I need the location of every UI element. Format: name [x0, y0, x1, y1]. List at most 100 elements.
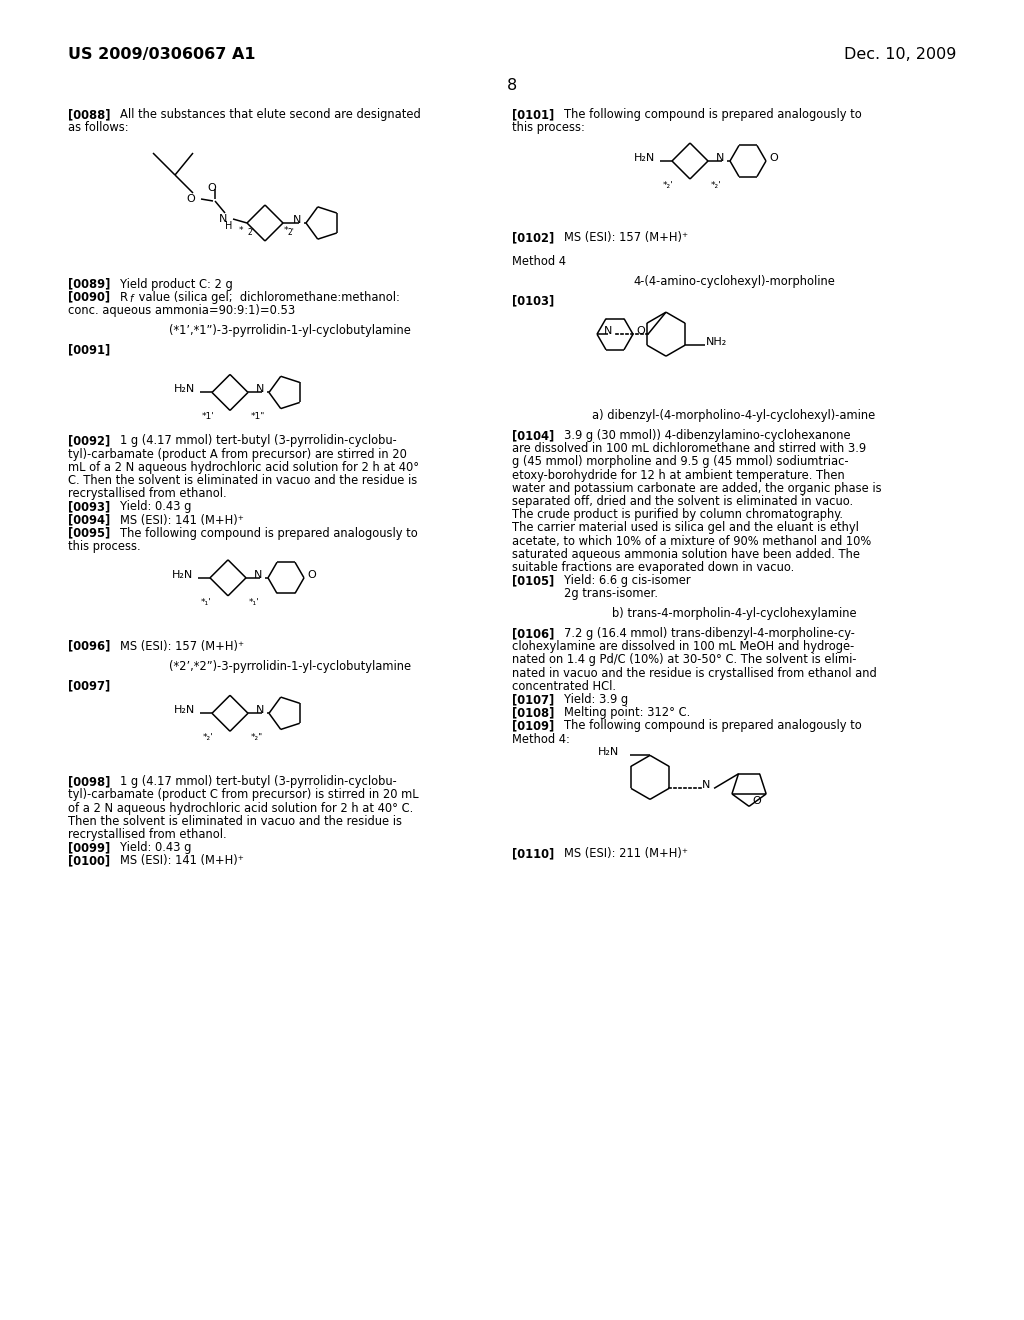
Text: b) trans-4-morpholin-4-yl-cyclohexylamine: b) trans-4-morpholin-4-yl-cyclohexylamin… [611, 607, 856, 620]
Text: Yield product C: 2 g: Yield product C: 2 g [120, 277, 232, 290]
Text: [0096]: [0096] [68, 640, 111, 653]
Text: N: N [701, 780, 711, 791]
Text: Method 4: Method 4 [512, 255, 566, 268]
Text: R: R [120, 290, 128, 304]
Text: saturated aqueous ammonia solution have been added. The: saturated aqueous ammonia solution have … [512, 548, 860, 561]
Text: this process.: this process. [68, 540, 140, 553]
Text: [0093]: [0093] [68, 500, 111, 513]
Text: water and potassium carbonate are added, the organic phase is: water and potassium carbonate are added,… [512, 482, 882, 495]
Text: [0110]: [0110] [512, 847, 554, 861]
Text: [0104]: [0104] [512, 429, 554, 442]
Text: NH₂: NH₂ [707, 337, 727, 347]
Text: The following compound is prepared analogously to: The following compound is prepared analo… [564, 719, 862, 733]
Text: [0094]: [0094] [68, 513, 111, 527]
Text: are dissolved in 100 mL dichloromethane and stirred with 3.9: are dissolved in 100 mL dichloromethane … [512, 442, 866, 455]
Text: *₁': *₁' [201, 598, 211, 607]
Text: The crude product is purified by column chromatography.: The crude product is purified by column … [512, 508, 843, 521]
Text: nated in vacuo and the residue is crystallised from ethanol and: nated in vacuo and the residue is crysta… [512, 667, 877, 680]
Text: 1 g (4.17 mmol) tert-butyl (3-pyrrolidin-cyclobu-: 1 g (4.17 mmol) tert-butyl (3-pyrrolidin… [120, 775, 396, 788]
Text: O: O [307, 570, 315, 579]
Text: Yield: 3.9 g: Yield: 3.9 g [564, 693, 628, 706]
Text: MS (ESI): 157 (M+H)⁺: MS (ESI): 157 (M+H)⁺ [120, 640, 244, 653]
Text: [0108]: [0108] [512, 706, 554, 719]
Text: mL of a 2 N aqueous hydrochloric acid solution for 2 h at 40°: mL of a 2 N aqueous hydrochloric acid so… [68, 461, 419, 474]
Text: MS (ESI): 211 (M+H)⁺: MS (ESI): 211 (M+H)⁺ [564, 847, 688, 861]
Text: MS (ESI): 157 (M+H)⁺: MS (ESI): 157 (M+H)⁺ [564, 231, 688, 244]
Text: Then the solvent is eliminated in vacuo and the residue is: Then the solvent is eliminated in vacuo … [68, 814, 402, 828]
Text: *1': *1' [202, 412, 214, 421]
Text: Dec. 10, 2009: Dec. 10, 2009 [844, 48, 956, 62]
Text: g (45 mmol) morpholine and 9.5 g (45 mmol) sodiumtriac-: g (45 mmol) morpholine and 9.5 g (45 mmo… [512, 455, 849, 469]
Text: All the substances that elute second are designated: All the substances that elute second are… [120, 108, 421, 121]
Text: of a 2 N aqueous hydrochloric acid solution for 2 h at 40° C.: of a 2 N aqueous hydrochloric acid solut… [68, 801, 414, 814]
Text: 2': 2' [248, 228, 255, 238]
Text: 4-(4-amino-cyclohexyl)-morpholine: 4-(4-amino-cyclohexyl)-morpholine [633, 275, 835, 288]
Text: [0095]: [0095] [68, 527, 111, 540]
Text: Yield: 0.43 g: Yield: 0.43 g [120, 841, 191, 854]
Text: N: N [219, 214, 227, 224]
Text: 7.2 g (16.4 mmol) trans-dibenzyl-4-morpholine-cy-: 7.2 g (16.4 mmol) trans-dibenzyl-4-morph… [564, 627, 855, 640]
Text: H: H [225, 220, 232, 231]
Text: *₂": *₂" [251, 734, 263, 742]
Text: [0109]: [0109] [512, 719, 554, 733]
Text: (*2’,*2”)-3-pyrrolidin-1-yl-cyclobutylamine: (*2’,*2”)-3-pyrrolidin-1-yl-cyclobutylam… [169, 660, 411, 673]
Text: Method 4:: Method 4: [512, 733, 570, 746]
Text: H₂N: H₂N [598, 747, 620, 758]
Text: 2g trans-isomer.: 2g trans-isomer. [564, 587, 658, 601]
Text: [0101]: [0101] [512, 108, 554, 121]
Text: O: O [636, 326, 645, 337]
Text: recrystallised from ethanol.: recrystallised from ethanol. [68, 487, 226, 500]
Text: acetate, to which 10% of a mixture of 90% methanol and 10%: acetate, to which 10% of a mixture of 90… [512, 535, 871, 548]
Text: *1": *1" [251, 412, 265, 421]
Text: *₁': *₁' [249, 598, 260, 607]
Text: O: O [769, 153, 778, 162]
Text: nated on 1.4 g Pd/C (10%) at 30-50° C. The solvent is elimi-: nated on 1.4 g Pd/C (10%) at 30-50° C. T… [512, 653, 856, 667]
Text: value (silica gel;  dichloromethane:methanol:: value (silica gel; dichloromethane:metha… [135, 290, 400, 304]
Text: N: N [293, 215, 301, 224]
Text: [0091]: [0091] [68, 343, 111, 356]
Text: Yield: 6.6 g cis-isomer: Yield: 6.6 g cis-isomer [564, 574, 690, 587]
Text: [0088]: [0088] [68, 108, 111, 121]
Text: as follows:: as follows: [68, 121, 129, 135]
Text: a) dibenzyl-(4-morpholino-4-yl-cyclohexyl)-amine: a) dibenzyl-(4-morpholino-4-yl-cyclohexy… [592, 409, 876, 422]
Text: N: N [604, 326, 612, 337]
Text: (*1’,*1”)-3-pyrrolidin-1-yl-cyclobutylamine: (*1’,*1”)-3-pyrrolidin-1-yl-cyclobutylam… [169, 323, 411, 337]
Text: *₂': *₂' [711, 181, 722, 190]
Text: [0102]: [0102] [512, 231, 554, 244]
Text: [0103]: [0103] [512, 294, 554, 308]
Text: 3.9 g (30 mmol)) 4-dibenzylamino-cyclohexanone: 3.9 g (30 mmol)) 4-dibenzylamino-cyclohe… [564, 429, 851, 442]
Text: clohexylamine are dissolved in 100 mL MeOH and hydroge-: clohexylamine are dissolved in 100 mL Me… [512, 640, 854, 653]
Text: MS (ESI): 141 (M+H)⁺: MS (ESI): 141 (M+H)⁺ [120, 513, 244, 527]
Text: [0100]: [0100] [68, 854, 111, 867]
Text: [0089]: [0089] [68, 277, 111, 290]
Text: separated off, dried and the solvent is eliminated in vacuo.: separated off, dried and the solvent is … [512, 495, 853, 508]
Text: *₂': *₂' [663, 181, 674, 190]
Text: [0107]: [0107] [512, 693, 554, 706]
Text: 1 g (4.17 mmol) tert-butyl (3-pyrrolidin-cyclobu-: 1 g (4.17 mmol) tert-butyl (3-pyrrolidin… [120, 434, 396, 447]
Text: [0097]: [0097] [68, 680, 111, 693]
Text: N: N [256, 705, 264, 715]
Text: this process:: this process: [512, 121, 585, 135]
Text: [0098]: [0098] [68, 775, 111, 788]
Text: [0099]: [0099] [68, 841, 111, 854]
Text: N: N [254, 570, 262, 579]
Text: *: * [239, 226, 243, 235]
Text: MS (ESI): 141 (M+H)⁺: MS (ESI): 141 (M+H)⁺ [120, 854, 244, 867]
Text: 8: 8 [507, 78, 517, 92]
Text: [0092]: [0092] [68, 434, 111, 447]
Text: US 2009/0306067 A1: US 2009/0306067 A1 [68, 48, 256, 62]
Text: Yield: 0.43 g: Yield: 0.43 g [120, 500, 191, 513]
Text: H₂N: H₂N [174, 705, 196, 715]
Text: C. Then the solvent is eliminated in vacuo and the residue is: C. Then the solvent is eliminated in vac… [68, 474, 417, 487]
Text: recrystallised from ethanol.: recrystallised from ethanol. [68, 828, 226, 841]
Text: O: O [752, 796, 761, 807]
Text: conc. aqueous ammonia=90:9:1)=0.53: conc. aqueous ammonia=90:9:1)=0.53 [68, 304, 295, 317]
Text: O: O [208, 183, 216, 193]
Text: The carrier material used is silica gel and the eluant is ethyl: The carrier material used is silica gel … [512, 521, 859, 535]
Text: concentrated HCl.: concentrated HCl. [512, 680, 616, 693]
Text: The following compound is prepared analogously to: The following compound is prepared analo… [120, 527, 418, 540]
Text: [0105]: [0105] [512, 574, 554, 587]
Text: H₂N: H₂N [172, 570, 194, 579]
Text: tyl)-carbamate (product A from precursor) are stirred in 20: tyl)-carbamate (product A from precursor… [68, 447, 407, 461]
Text: etoxy-borohydride for 12 h at ambient temperature. Then: etoxy-borohydride for 12 h at ambient te… [512, 469, 845, 482]
